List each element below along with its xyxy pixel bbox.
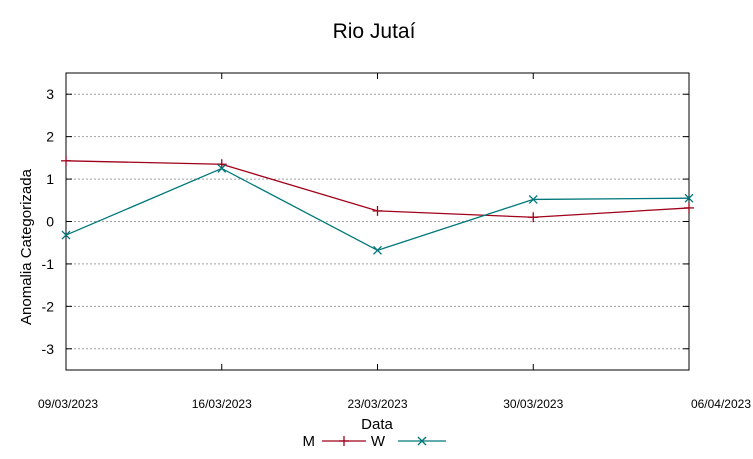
x-tick-label: 09/03/2023 — [38, 397, 98, 411]
y-tick-label: -2 — [42, 298, 55, 314]
legend-marker-w — [417, 436, 427, 446]
legend-label-m: M — [303, 433, 316, 450]
x-axis-label: Data — [361, 416, 393, 433]
legend-marker-m — [339, 436, 349, 446]
data-point-w — [528, 194, 538, 204]
grid — [66, 93, 689, 350]
y-tick-label: 0 — [46, 214, 54, 230]
y-axis: 3 2 1 0 -1 -2 -3 — [42, 86, 689, 357]
legend-label-w: W — [371, 433, 386, 450]
x-axis: 09/03/2023 16/03/2023 23/03/2023 30/03/2023… — [38, 73, 751, 411]
x-tick-label: 16/03/2023 — [192, 397, 252, 411]
data-point-m — [372, 205, 383, 216]
data-point-w — [684, 193, 694, 203]
y-tick-label: 3 — [46, 86, 54, 102]
y-tick-label: 2 — [46, 129, 54, 145]
chart-title: Rio Jutaí — [333, 20, 416, 43]
data-point-m — [61, 155, 71, 166]
series-layer — [61, 155, 694, 255]
data-point-m — [684, 202, 694, 213]
data-point-m — [528, 212, 539, 223]
data-point-w — [217, 164, 227, 173]
x-tick-label: 30/03/2023 — [503, 397, 563, 411]
x-tick-label: 06/04/2023 — [691, 397, 751, 411]
y-tick-label: -1 — [42, 256, 55, 272]
data-point-w — [373, 245, 382, 255]
y-tick-label: -3 — [42, 341, 55, 357]
data-point-w — [61, 230, 71, 240]
x-tick-label: 23/03/2023 — [347, 397, 407, 411]
y-tick-label: 1 — [46, 171, 54, 187]
y-axis-label: Anomalia Categorizada — [18, 168, 35, 325]
